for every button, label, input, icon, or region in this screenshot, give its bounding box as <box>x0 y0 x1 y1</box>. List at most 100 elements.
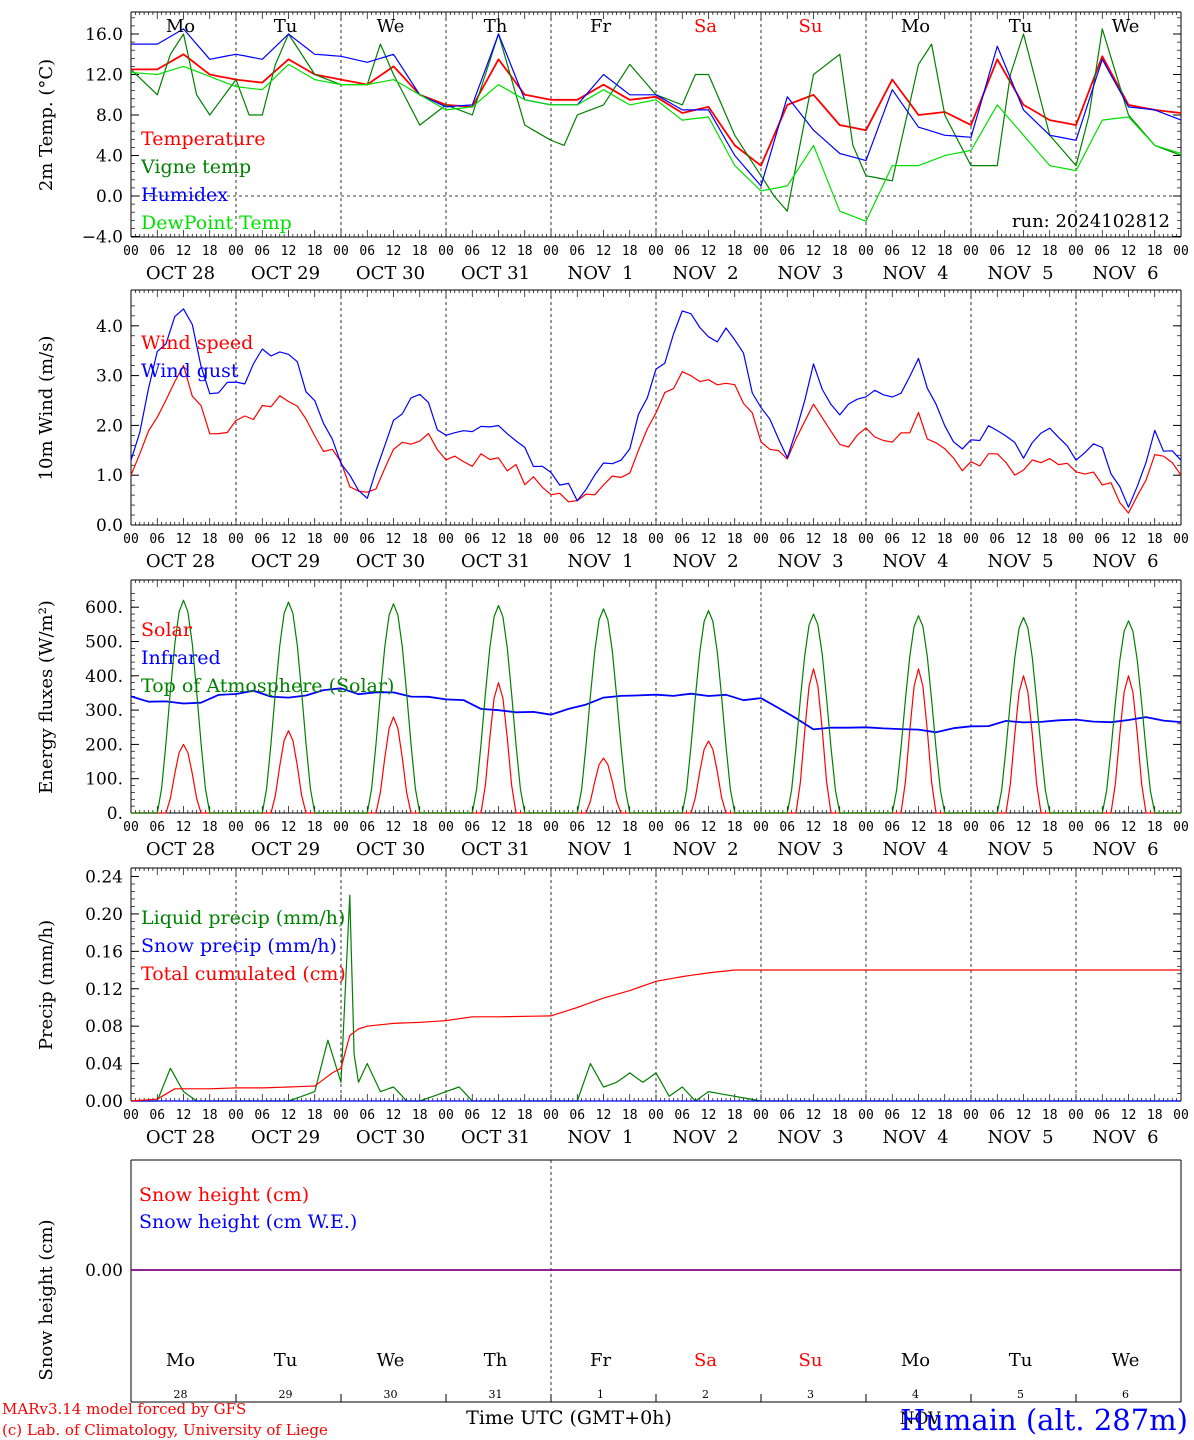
hour-label: 12 <box>1016 820 1032 835</box>
date-label: NOV 6 <box>1092 839 1158 860</box>
hour-label: 06 <box>359 532 375 547</box>
hour-label: 06 <box>779 1108 795 1123</box>
hour-label: 18 <box>517 244 533 259</box>
date-label: NOV 5 <box>987 1127 1053 1148</box>
y-tick-label: 0.04 <box>85 1055 123 1075</box>
series-dewpoint-temp <box>130 63 1182 222</box>
date-label: NOV 1 <box>567 263 633 284</box>
hour-label: 12 <box>806 820 822 835</box>
date-label: NOV 1 <box>567 1127 633 1148</box>
hour-label: 06 <box>254 1108 270 1123</box>
hour-label: 12 <box>281 244 297 259</box>
date-label: NOV 2 <box>672 551 738 572</box>
day-name-bottom: Sa <box>694 1350 717 1371</box>
date-label: OCT 29 <box>251 551 320 572</box>
hour-label: 00 <box>648 532 664 547</box>
date-label: NOV 1 <box>567 551 633 572</box>
hour-label: 12 <box>1016 532 1032 547</box>
day-name-bottom: Mo <box>901 1350 930 1371</box>
day-number: 1 <box>597 1388 604 1401</box>
hour-label: 18 <box>727 532 743 547</box>
hour-label: 00 <box>123 1108 139 1123</box>
date-label: NOV 4 <box>882 839 948 860</box>
hour-label: 06 <box>674 1108 690 1123</box>
hour-label: 12 <box>386 1108 402 1123</box>
hour-label: 06 <box>254 820 270 835</box>
y-tick-label: 0.12 <box>85 980 123 1000</box>
day-name-top: Tu <box>1009 16 1033 37</box>
hour-label: 12 <box>491 1108 507 1123</box>
hour-label: 00 <box>1068 820 1084 835</box>
date-label: NOV 2 <box>672 263 738 284</box>
hour-label: 12 <box>1121 532 1137 547</box>
date-label: OCT 29 <box>251 263 320 284</box>
day-name-top: Tu <box>274 16 298 37</box>
hour-label: 06 <box>149 1108 165 1123</box>
hour-label: 18 <box>937 532 953 547</box>
day-number: 29 <box>279 1388 293 1401</box>
series-vigne-temp <box>130 28 1182 212</box>
hour-label: 06 <box>359 820 375 835</box>
date-label: OCT 29 <box>251 839 320 860</box>
hour-label: 18 <box>307 532 323 547</box>
y-tick-label: 0.00 <box>85 1261 123 1281</box>
hour-label: 12 <box>911 244 927 259</box>
hour-label: 18 <box>1147 244 1163 259</box>
date-label: OCT 31 <box>461 839 530 860</box>
hour-label: 12 <box>386 532 402 547</box>
hour-label: 06 <box>884 1108 900 1123</box>
hour-label: 06 <box>464 1108 480 1123</box>
date-label: NOV 3 <box>777 263 843 284</box>
hour-label: 06 <box>464 532 480 547</box>
hour-label: 00 <box>858 532 874 547</box>
series-top-of-atmosphere-solar- <box>131 599 1181 814</box>
date-label: NOV 3 <box>777 839 843 860</box>
panel-5: 0.00 Snow height (cm) Snow height (cm) Snow… <box>36 1159 1182 1403</box>
hour-label: 18 <box>307 244 323 259</box>
y-tick-label: 4.0 <box>96 317 123 337</box>
hour-label: 18 <box>1147 532 1163 547</box>
y-tick-label: 200. <box>85 735 123 755</box>
model-credit: MARv3.14 model forced by GFS <box>2 1400 246 1418</box>
date-label: NOV 5 <box>987 839 1053 860</box>
day-name-bottom: Mo <box>166 1350 195 1371</box>
y-tick-label: 16.0 <box>85 25 123 45</box>
y-axis-label: Snow height (cm) <box>36 1219 57 1380</box>
hour-label: 18 <box>1147 1108 1163 1123</box>
hour-label: 18 <box>202 1108 218 1123</box>
hour-label: 06 <box>989 532 1005 547</box>
y-axis-label: Energy fluxes (W/m²) <box>36 600 57 794</box>
hour-label: 18 <box>1042 820 1058 835</box>
hour-label: 06 <box>1094 1108 1110 1123</box>
hour-label: 12 <box>491 244 507 259</box>
hour-label: 18 <box>1147 820 1163 835</box>
y-axis-label: Precip (mm/h) <box>36 920 57 1050</box>
hour-label: 12 <box>806 1108 822 1123</box>
legend-entry: Vigne temp <box>140 156 251 178</box>
hour-label: 18 <box>832 1108 848 1123</box>
day-name-bottom: We <box>377 1350 405 1371</box>
legend-entry: DewPoint Temp <box>141 212 292 234</box>
date-label: OCT 28 <box>146 263 215 284</box>
y-tick-label: 0.0 <box>96 516 123 536</box>
hour-label: 18 <box>412 532 428 547</box>
hour-label: 00 <box>438 244 454 259</box>
hour-label: 00 <box>648 820 664 835</box>
day-name-top: Mo <box>901 16 930 37</box>
hour-label: 06 <box>569 244 585 259</box>
hour-label: 18 <box>937 1108 953 1123</box>
hour-label: 00 <box>228 244 244 259</box>
hour-label: 00 <box>1173 820 1189 835</box>
hour-label: 06 <box>674 244 690 259</box>
hour-label: 12 <box>491 532 507 547</box>
hour-label: 06 <box>1094 244 1110 259</box>
hour-label: 00 <box>1173 532 1189 547</box>
hour-label: 12 <box>281 820 297 835</box>
series-wind-gust <box>130 308 1182 508</box>
day-number: 4 <box>912 1388 919 1401</box>
day-name-bottom: Tu <box>274 1350 298 1371</box>
date-label: NOV 6 <box>1092 263 1158 284</box>
y-tick-label: 500. <box>85 633 123 653</box>
date-label: OCT 30 <box>356 263 425 284</box>
panel-3: 600. 500. 400. 300. 200. 100. 0. Energy fluxes … <box>36 579 1189 860</box>
